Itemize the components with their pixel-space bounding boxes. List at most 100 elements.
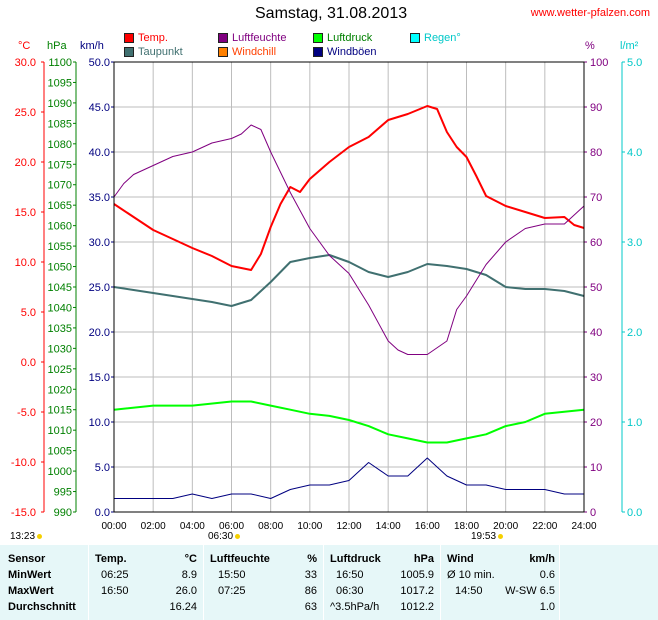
stats-humidity-max-time: 07:25	[218, 585, 246, 597]
y-tick-label-humidity: 10	[590, 462, 602, 474]
x-tick-label: 00:00	[101, 521, 126, 532]
x-tick-label: 12:00	[336, 521, 361, 532]
y-tick-label-pressure: 1020	[48, 384, 72, 396]
stats-row-max: MaxWert	[8, 585, 54, 597]
y-tick-label-temp: 20.0	[15, 157, 36, 169]
stats-wind-max-value: W-SW 6.5	[505, 585, 555, 597]
legend-swatch-humidity	[218, 32, 228, 43]
series-line-Taupunkt	[113, 254, 585, 307]
sunrise-date-label: 13:23	[10, 531, 43, 542]
y-tick-label-pressure: 1045	[48, 282, 72, 294]
stats-wind-avg-value: 1.0	[539, 601, 555, 613]
y-tick-label-rain: 5.0	[627, 57, 642, 69]
y-tick-label-humidity: 40	[590, 327, 602, 339]
y-tick-label-rain: 4.0	[627, 147, 642, 159]
sunset-icon	[498, 534, 504, 539]
y-tick-label-humidity: 80	[590, 147, 602, 159]
y-tick-label-humidity: 30	[590, 372, 602, 384]
unit-humidity: %	[585, 40, 595, 52]
stats-pressure-max-value: 1017.2	[400, 585, 434, 597]
y-tick-label-pressure: 1085	[48, 118, 72, 130]
y-tick-label-humidity: 100	[590, 57, 608, 69]
y-tick-label-wind: 20.0	[89, 327, 110, 339]
legend-item-rain: Regen°	[410, 31, 461, 44]
y-tick-label-pressure: 995	[54, 487, 72, 499]
x-tick-label: 22:00	[532, 521, 557, 532]
y-tick-label-humidity: 70	[590, 192, 602, 204]
x-tick-label: 18:00	[454, 521, 479, 532]
legend-label-humidity: Luftfeuchte	[232, 31, 287, 44]
y-tick-label-pressure: 1050	[48, 262, 72, 274]
y-tick-label-rain: 3.0	[627, 237, 642, 249]
legend-swatch-gusts	[313, 46, 323, 57]
y-tick-label-pressure: 1100	[48, 57, 72, 69]
x-tick-label: 16:00	[415, 521, 440, 532]
y-tick-label-rain: 0.0	[627, 507, 642, 519]
y-tick-label-temp: -5.0	[17, 407, 36, 419]
series-line-Temp.	[113, 105, 585, 271]
sunrise-label: 06:30	[208, 531, 241, 542]
sunrise-icon	[235, 534, 241, 539]
y-tick-label-wind: 40.0	[89, 147, 110, 159]
y-tick-label-pressure: 1055	[48, 241, 72, 253]
stats-wind-col: Wind km/h Ø 10 min. 0.6 14:50 W-SW 6.5 1…	[441, 545, 559, 620]
legend-label-rain: Regen°	[424, 31, 461, 44]
y-tick-label-wind: 10.0	[89, 417, 110, 429]
stats-pressure-min-value: 1005.9	[400, 569, 434, 581]
page-title: Samstag, 31.08.2013	[255, 5, 408, 22]
stats-divider	[440, 545, 441, 620]
y-tick-label-pressure: 1000	[48, 466, 72, 478]
x-tick-label: 06:00	[219, 521, 244, 532]
y-tick-label-pressure: 1070	[48, 180, 72, 192]
stats-pressure-min-time: 16:50	[336, 569, 364, 581]
stats-humidity-avg-value: 63	[304, 601, 317, 613]
stats-pressure-trend: ^3.5hPa/h	[330, 601, 380, 613]
stats-wind-header: Wind	[447, 553, 474, 565]
legend-label-pressure: Luftdruck	[327, 31, 373, 44]
y-tick-label-pressure: 1025	[48, 364, 72, 376]
y-tick-label-temp: 5.0	[21, 307, 36, 319]
sun-icon	[37, 534, 43, 539]
y-tick-label-humidity: 60	[590, 237, 602, 249]
x-tick-label: 08:00	[258, 521, 283, 532]
stats-temp-unit: °C	[184, 553, 197, 565]
plot-frame	[113, 61, 585, 513]
chart-axes: 00:00 02:00 04:00 06:00 08:00 10:00 12:00 14:00…	[11, 57, 642, 532]
series-line-Luftdruck	[113, 400, 585, 444]
y-tick-label-humidity: 20	[590, 417, 602, 429]
legend-swatch-temp	[124, 32, 134, 43]
source-link[interactable]: www.wetter-pfalzen.com	[530, 7, 650, 19]
weather-chart: 00:00 02:00 04:00 06:00 08:00 10:00 12:00 14:00…	[11, 57, 642, 532]
stats-humidity-col: Luftfeuchte % 15:50 33 07:25 86 63	[204, 545, 323, 620]
stats-humidity-min-time: 15:50	[218, 569, 246, 581]
y-tick-label-humidity: 90	[590, 102, 602, 114]
x-tick-label: 02:00	[141, 521, 166, 532]
stats-humidity-header: Luftfeuchte	[210, 553, 270, 565]
legend-label-dewpoint: Taupunkt	[138, 45, 183, 58]
y-tick-label-wind: 15.0	[89, 372, 110, 384]
stats-temp-min-value: 8.9	[181, 569, 197, 581]
unit-temp: °C	[18, 40, 31, 52]
x-tick-label: 24:00	[571, 521, 596, 532]
stats-wind-avg-label: Ø 10 min.	[447, 569, 495, 581]
y-tick-label-wind: 5.0	[95, 462, 110, 474]
y-tick-label-temp: -15.0	[11, 507, 36, 519]
y-tick-label-pressure: 1080	[48, 139, 72, 151]
y-tick-label-wind: 25.0	[89, 282, 110, 294]
legend-swatch-pressure	[313, 32, 323, 43]
stats-row-min: MinWert	[8, 569, 52, 581]
stats-divider	[203, 545, 204, 620]
y-tick-label-pressure: 1075	[48, 159, 72, 171]
y-tick-label-pressure: 1005	[48, 446, 72, 458]
legend-item-windchill: Windchill	[218, 45, 276, 58]
stats-wind-unit: km/h	[529, 553, 555, 565]
stats-divider	[559, 545, 560, 620]
y-tick-label-pressure: 1015	[48, 405, 72, 417]
y-tick-label-temp: 10.0	[15, 257, 36, 269]
y-tick-label-pressure: 1060	[48, 221, 72, 233]
legend-label-temp: Temp.	[138, 31, 168, 44]
stats-table: Sensor MinWert MaxWert Durchschnitt Temp…	[0, 545, 658, 620]
y-tick-label-temp: 0.0	[21, 357, 36, 369]
y-tick-label-temp: 25.0	[15, 107, 36, 119]
legend-swatch-rain	[410, 32, 420, 43]
